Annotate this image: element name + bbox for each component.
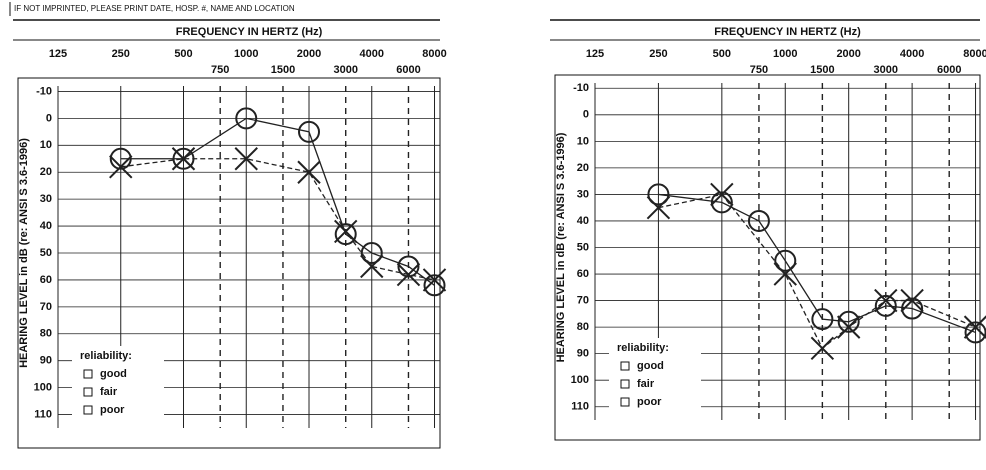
x-tick-label: 125	[586, 48, 604, 60]
y-tick-label: 20	[577, 162, 589, 174]
x-minor-tick-label: 750	[750, 64, 768, 76]
y-tick-label: 50	[577, 241, 589, 253]
x-minor-tick-label: 1500	[271, 64, 295, 76]
y-tick-label: -10	[573, 82, 589, 94]
series-line	[658, 194, 975, 348]
y-axis-label: HEARING LEVEL in dB (re: ANSI S 3.6-1996…	[18, 138, 30, 368]
legend-item: fair	[100, 386, 118, 398]
x-minor-tick-label: 3000	[874, 64, 898, 76]
chart-title: FREQUENCY IN HERTZ (Hz)	[176, 26, 323, 38]
y-tick-label: 70	[40, 301, 52, 313]
x-tick-label: 4000	[900, 48, 924, 60]
legend-title: reliability:	[617, 342, 669, 354]
y-tick-label: 110	[34, 408, 52, 420]
x-tick-label: 125	[49, 48, 67, 60]
y-tick-label: 80	[577, 321, 589, 333]
x-tick-label: 500	[174, 48, 192, 60]
y-tick-label: 50	[40, 247, 52, 259]
y-tick-label: 70	[577, 294, 589, 306]
y-tick-label: 0	[46, 112, 52, 124]
y-tick-label: 0	[583, 109, 589, 121]
x-tick-label: 500	[713, 48, 731, 60]
legend-item: fair	[637, 378, 655, 390]
x-tick-label: 8000	[963, 48, 986, 60]
x-tick-label: 2000	[836, 48, 860, 60]
page: IF NOT IMPRINTED, PLEASE PRINT DATE, HOS…	[0, 0, 986, 470]
x-minor-tick-label: 3000	[333, 64, 357, 76]
legend-item: good	[100, 368, 127, 380]
x-minor-tick-label: 6000	[396, 64, 420, 76]
series-line	[121, 159, 435, 280]
y-tick-label: 100	[571, 374, 589, 386]
y-axis-label: HEARING LEVEL in dB (re: ANSI S 3.6-1996…	[555, 132, 567, 362]
y-tick-label: 90	[577, 348, 589, 360]
x-minor-tick-label: 750	[211, 64, 229, 76]
legend-item: poor	[100, 404, 125, 416]
x-tick-label: 8000	[422, 48, 446, 60]
y-tick-label: 10	[40, 139, 52, 151]
y-tick-label: 100	[34, 382, 52, 394]
x-tick-label: 4000	[360, 48, 384, 60]
legend-item: good	[637, 360, 664, 372]
y-tick-label: 40	[577, 215, 589, 227]
x-minor-tick-label: 6000	[937, 64, 961, 76]
y-tick-label: 110	[571, 401, 589, 413]
x-tick-label: 250	[112, 48, 130, 60]
y-tick-label: 30	[577, 188, 589, 200]
y-tick-label: 90	[40, 355, 52, 367]
y-tick-label: -10	[36, 85, 52, 97]
y-tick-label: 10	[577, 135, 589, 147]
note: IF NOT IMPRINTED, PLEASE PRINT DATE, HOS…	[14, 4, 295, 13]
x-minor-tick-label: 1500	[810, 64, 834, 76]
x-tick-label: 1000	[773, 48, 797, 60]
y-tick-label: 30	[40, 193, 52, 205]
y-tick-label: 80	[40, 328, 52, 340]
series-line	[121, 118, 435, 285]
legend-title: reliability:	[80, 350, 132, 362]
y-tick-label: 40	[40, 220, 52, 232]
y-tick-label: 60	[40, 274, 52, 286]
legend-item: poor	[637, 396, 662, 408]
y-tick-label: 20	[40, 166, 52, 178]
audiogram-sheet: IF NOT IMPRINTED, PLEASE PRINT DATE, HOS…	[0, 0, 986, 470]
chart-title: FREQUENCY IN HERTZ (Hz)	[714, 26, 861, 38]
y-tick-label: 60	[577, 268, 589, 280]
x-tick-label: 250	[649, 48, 667, 60]
x-tick-label: 2000	[297, 48, 321, 60]
x-tick-label: 1000	[234, 48, 258, 60]
